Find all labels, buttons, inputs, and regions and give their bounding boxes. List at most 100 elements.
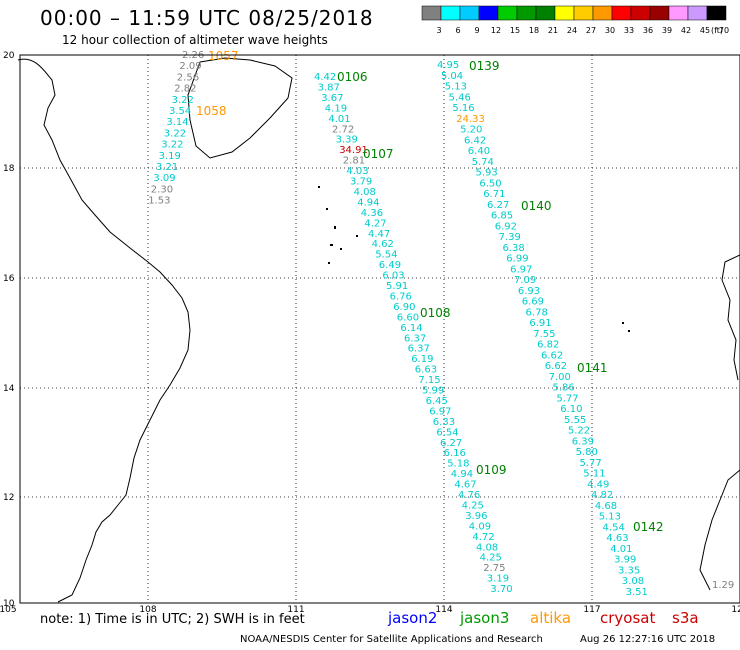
colorbar: 3 6 9 12 15 18 21 24 27 30 33 36 39 42 45 70(ft) [421, 5, 729, 35]
colorbar-tick: 9 [474, 26, 479, 35]
wave-height-value: 5.91 [386, 281, 408, 292]
track-0106-0108-0109: 4.423.873.674.194.012.723.3934.912.814.0… [314, 70, 513, 595]
colorbar-tick: 3 [436, 26, 441, 35]
wave-height-value: 6.27 [487, 200, 509, 211]
wave-height-value: 5.18 [447, 459, 469, 470]
wave-height-value: 4.82 [591, 490, 613, 501]
wave-height-value: 6.85 [491, 211, 513, 222]
wave-height-value: 6.19 [411, 354, 433, 365]
wave-height-value: 5.99 [422, 386, 444, 397]
colorbar-tick: 39 [662, 26, 672, 35]
credit-text: NOAA/NESDIS Center for Satellite Applica… [240, 634, 543, 645]
time-label: 1058 [196, 104, 227, 118]
colorbar-tick: 36 [643, 26, 653, 35]
wave-height-value: 3.09 [153, 173, 175, 184]
wave-height-value: 6.71 [483, 189, 505, 200]
wave-height-value: 2.72 [332, 124, 354, 135]
wave-height-value: 3.08 [622, 576, 644, 587]
map-subtitle: 12 hour collection of altimeter wave hei… [62, 33, 328, 47]
wave-height-value: 3.22 [161, 140, 183, 151]
wave-height-value: 4.08 [476, 542, 498, 553]
wave-height-value: 6.42 [464, 135, 486, 146]
time-label: 0108 [420, 306, 451, 320]
wave-height-value: 6.82 [537, 340, 559, 351]
wave-height-value: 4.94 [357, 197, 379, 208]
grid-lines [20, 55, 740, 603]
wave-height-value: 7.00 [549, 372, 571, 383]
wave-height-value: 4.72 [472, 532, 494, 543]
wave-height-value: 7.39 [499, 232, 521, 243]
wave-height-value: 3.22 [172, 95, 194, 106]
wave-height-value: 4.42 [314, 72, 336, 83]
colorbar-tick: 45 [700, 26, 710, 35]
timestamp-text: Aug 26 12:27:16 UTC 2018 [580, 634, 716, 645]
note-text: note: 1) Time is in UTC; 2) SWH is in fe… [40, 612, 305, 627]
philippines-coast [699, 254, 740, 591]
x-tick-label: 114 [435, 605, 452, 615]
wave-height-value: 3.67 [321, 93, 343, 104]
wave-height-value: 5.04 [441, 71, 463, 82]
wave-height-value: 6.97 [510, 264, 532, 275]
wave-height-value: 6.40 [468, 146, 490, 157]
wave-height-value: 4.63 [606, 533, 628, 544]
wave-height-value: 6.39 [572, 436, 594, 447]
colorbar-tick: 15 [510, 26, 520, 35]
wave-height-value: 3.19 [487, 574, 509, 585]
wave-height-value: 4.01 [610, 544, 632, 555]
wave-height-value: 4.95 [437, 60, 459, 71]
x-tick-label: 117 [583, 605, 600, 615]
colorbar-tick: 24 [567, 26, 577, 35]
legend-jason3: jason3 [460, 609, 510, 627]
y-tick-label: 12 [3, 493, 14, 503]
wave-height-value: 5.13 [445, 82, 467, 93]
track-1057-1058: 2.262.092.562.823.223.543.143.223.223.19… [148, 49, 238, 207]
colorbar-swatch [706, 5, 727, 21]
wave-height-value: 5.77 [556, 393, 578, 404]
time-label: 0106 [337, 70, 368, 84]
time-label: 0142 [633, 520, 664, 534]
wave-height-value: 4.08 [354, 187, 376, 198]
wave-height-value: 2.82 [174, 84, 196, 95]
wave-height-value: 4.54 [603, 522, 625, 533]
wave-height-value: 4.94 [451, 469, 473, 480]
x-tick-label: 111 [287, 605, 304, 615]
colorbar-tick: 27 [586, 26, 596, 35]
time-label: 0141 [577, 361, 608, 375]
wave-height-value: 6.62 [545, 361, 567, 372]
wave-height-value: 3.22 [164, 128, 186, 139]
wave-height-value: 1.29 [712, 580, 734, 591]
colorbar-tick: 12 [491, 26, 501, 35]
wave-height-value: 3.54 [169, 106, 191, 117]
wave-height-value: 6.92 [495, 221, 517, 232]
wave-height-value: 6.10 [560, 404, 582, 415]
wave-height-value: 6.03 [382, 271, 404, 282]
colorbar-unit: (ft) [711, 26, 723, 35]
wave-height-value: 4.19 [325, 103, 347, 114]
wave-height-value: 5.55 [564, 415, 586, 426]
wave-height-value: 34.91 [339, 145, 368, 156]
vietnam-coast [17, 58, 191, 603]
wave-height-value: 6.49 [379, 260, 401, 271]
y-tick-label: 18 [3, 164, 15, 174]
wave-height-value: 3.35 [618, 565, 640, 576]
wave-height-value: 4.76 [458, 490, 480, 501]
wave-height-value: 3.51 [626, 587, 648, 598]
wave-height-value: 6.37 [404, 333, 426, 344]
wave-height-value: 5.74 [472, 157, 494, 168]
time-label: 0139 [469, 59, 500, 73]
wave-height-value: 2.09 [179, 61, 201, 72]
wave-height-value: 6.50 [479, 178, 501, 189]
wave-height-value: 3.14 [166, 117, 188, 128]
wave-height-value: 4.62 [372, 239, 394, 250]
legend-altika: altika [530, 609, 572, 627]
wave-height-value: 6.91 [529, 318, 551, 329]
axis-ticks: 105 108 111 114 117 120 20 18 16 14 12 10 [0, 51, 740, 615]
wave-height-value: 7.15 [418, 375, 440, 386]
wave-height-value: 4.68 [595, 501, 617, 512]
wave-height-value: 5.13 [599, 512, 621, 523]
wave-height-value: 6.54 [436, 427, 458, 438]
wave-height-value: 5.46 [449, 92, 471, 103]
wave-height-value: 6.60 [397, 312, 419, 323]
wave-height-value: 2.75 [483, 563, 505, 574]
wave-height-value: 6.93 [518, 286, 540, 297]
